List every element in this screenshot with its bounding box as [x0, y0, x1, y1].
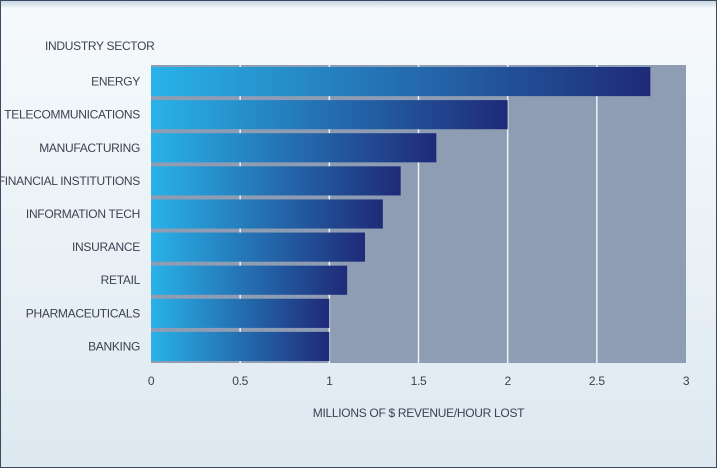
x-axis-title: MILLIONS OF $ REVENUE/HOUR LOST: [312, 406, 525, 420]
bar-manufacturing: [151, 133, 437, 163]
category-label: INSURANCE: [72, 240, 140, 254]
category-axis-title: INDUSTRY SECTOR: [45, 39, 155, 53]
x-tick-label: 3: [683, 374, 690, 388]
bar-pharmaceuticals: [151, 298, 330, 328]
category-label: TELECOMMUNICATIONS: [4, 108, 140, 122]
x-tick-label: 1: [326, 374, 333, 388]
x-tick-label: 0: [148, 374, 155, 388]
category-label: PHARMACEUTICALS: [26, 306, 140, 320]
bar-telecommunications: [151, 100, 508, 130]
bar-financial-institutions: [151, 166, 401, 196]
bar-banking: [151, 331, 330, 362]
bar-retail: [151, 265, 348, 295]
x-tick-label: 0.5: [232, 374, 248, 388]
category-label: FINANCIAL INSTITUTIONS: [1, 174, 140, 188]
category-label: ENERGY: [91, 75, 140, 89]
category-label: RETAIL: [101, 273, 141, 287]
x-tick-label: 1.5: [411, 374, 427, 388]
x-tick-label: 2: [504, 374, 511, 388]
category-label: BANKING: [88, 339, 140, 353]
x-tick-label: 2.5: [589, 374, 605, 388]
bar-insurance: [151, 232, 365, 262]
category-label: MANUFACTURING: [39, 141, 140, 155]
bar-energy: [151, 66, 651, 97]
bar-information-tech: [151, 199, 383, 229]
category-label: INFORMATION TECH: [26, 207, 140, 221]
